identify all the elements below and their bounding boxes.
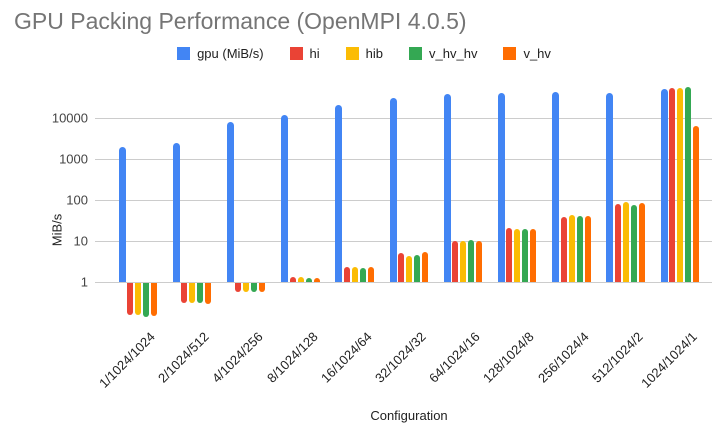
y-tick-label: 100 — [66, 192, 88, 208]
bar-v-hv-hv-128-1024-8[interactable] — [522, 228, 529, 282]
bar-hib-1024-1024-1[interactable] — [677, 87, 683, 282]
bar-hi-1-1024-1024[interactable] — [127, 283, 133, 315]
bar-hi-64-1024-16[interactable] — [452, 241, 459, 282]
bar-hib-64-1024-16[interactable] — [460, 241, 467, 282]
gridline — [95, 200, 712, 201]
bar-hi-32-1024-32[interactable] — [398, 252, 404, 282]
bar-v-hv-hv-1024-1024-1[interactable] — [685, 87, 691, 282]
legend-item-v-hv: v_hv — [503, 45, 551, 61]
bar-v-hv-512-1024-2[interactable] — [638, 203, 645, 282]
bar-hib-1-1024-1024[interactable] — [135, 283, 141, 315]
bar-v-hv-hv-8-1024-128[interactable] — [305, 278, 312, 282]
x-tick-label: 16/1024/64 — [317, 329, 375, 386]
legend-label: hib — [365, 45, 384, 61]
legend: gpu (MiB/s) hi hib v_hv_hv v_hv — [0, 45, 728, 61]
bar-v-hv-hv-512-1024-2[interactable] — [630, 204, 637, 282]
bar-hib-128-1024-8[interactable] — [514, 228, 521, 282]
x-tick-label: 8/1024/128 — [263, 329, 321, 386]
bar-hib-4-1024-256[interactable] — [243, 283, 250, 293]
x-tick-label: 512/1024/2 — [588, 329, 646, 386]
y-tick-label: 10000 — [51, 110, 88, 126]
legend-label: v_hv — [523, 45, 551, 61]
legend-label: v_hv_hv — [429, 45, 478, 61]
bar-gpu-mib-s--64-1024-16[interactable] — [443, 93, 451, 282]
legend-item-hi: hi — [289, 45, 320, 61]
bar-hi-4-1024-256[interactable] — [235, 283, 242, 293]
bar-gpu-mib-s--512-1024-2[interactable] — [606, 92, 614, 282]
bar-v-hv-16-1024-64[interactable] — [367, 267, 374, 282]
bar-hi-2-1024-512[interactable] — [181, 283, 188, 303]
bar-v-hv-hv-32-1024-32[interactable] — [414, 255, 420, 282]
bar-hi-8-1024-128[interactable] — [289, 277, 296, 282]
y-tick-label: 1000 — [59, 151, 88, 167]
y-tick-label: 1 — [80, 274, 88, 290]
x-tick-label: 1024/1024/1 — [637, 329, 700, 391]
legend-item-hib: hib — [345, 45, 384, 61]
y-tick-label: 10 — [73, 233, 88, 249]
legend-item-gpu-mib-s-: gpu (MiB/s) — [177, 45, 264, 61]
bar-hib-512-1024-2[interactable] — [622, 202, 629, 282]
x-tick-label: 4/1024/256 — [209, 329, 267, 386]
bar-v-hv-hv-256-1024-4[interactable] — [576, 215, 583, 282]
bar-hib-32-1024-32[interactable] — [406, 255, 412, 282]
legend-item-v-hv-hv: v_hv_hv — [409, 46, 477, 61]
gridline — [95, 118, 712, 119]
gridline — [95, 159, 712, 160]
x-tick-label: 256/1024/4 — [534, 329, 592, 386]
x-tick-label: 1/1024/1024 — [95, 329, 158, 391]
bar-v-hv-4-1024-256[interactable] — [259, 283, 266, 293]
bar-hi-256-1024-4[interactable] — [560, 217, 567, 282]
bar-v-hv-hv-64-1024-16[interactable] — [468, 240, 475, 282]
bar-gpu-mib-s--4-1024-256[interactable] — [226, 122, 234, 282]
bar-v-hv-128-1024-8[interactable] — [530, 228, 537, 282]
bar-gpu-mib-s--1-1024-1024[interactable] — [118, 146, 126, 282]
legend-swatch — [177, 46, 191, 60]
bar-v-hv-1024-1024-1[interactable] — [693, 125, 699, 282]
bar-gpu-mib-s--8-1024-128[interactable] — [281, 114, 289, 282]
x-tick-label: 2/1024/512 — [155, 329, 212, 386]
bar-hib-8-1024-128[interactable] — [297, 277, 304, 282]
x-axis-title: Configuration — [370, 408, 448, 423]
bar-gpu-mib-s--1024-1024-1[interactable] — [660, 88, 668, 282]
bar-gpu-mib-s--256-1024-4[interactable] — [552, 91, 560, 282]
bar-v-hv-1-1024-1024[interactable] — [151, 283, 157, 316]
gridline — [95, 282, 712, 283]
chart-title: GPU Packing Performance (OpenMPI 4.0.5) — [14, 8, 467, 34]
legend-label: gpu (MiB/s) — [197, 45, 264, 61]
bar-gpu-mib-s--128-1024-8[interactable] — [497, 92, 505, 282]
bar-hib-16-1024-64[interactable] — [351, 267, 358, 282]
bar-v-hv-64-1024-16[interactable] — [476, 241, 483, 282]
bar-v-hv-hv-4-1024-256[interactable] — [251, 283, 258, 292]
bar-hib-2-1024-512[interactable] — [189, 283, 196, 304]
legend-swatch — [289, 46, 303, 60]
bar-v-hv-8-1024-128[interactable] — [313, 278, 320, 282]
bar-hi-1024-1024-1[interactable] — [669, 87, 675, 282]
bar-v-hv-hv-1-1024-1024[interactable] — [143, 283, 149, 317]
bar-gpu-mib-s--2-1024-512[interactable] — [172, 142, 180, 282]
gridline — [95, 241, 712, 242]
bar-v-hv-hv-16-1024-64[interactable] — [359, 267, 366, 282]
bar-hib-256-1024-4[interactable] — [568, 215, 575, 282]
bar-v-hv-32-1024-32[interactable] — [422, 252, 428, 282]
bar-hi-16-1024-64[interactable] — [343, 267, 350, 282]
x-tick-label: 64/1024/16 — [426, 329, 483, 386]
legend-swatch — [345, 46, 359, 60]
bar-v-hv-256-1024-4[interactable] — [584, 215, 591, 282]
bar-hi-128-1024-8[interactable] — [506, 227, 513, 282]
x-tick-label: 32/1024/32 — [371, 329, 429, 386]
legend-swatch — [503, 46, 517, 60]
legend-swatch — [409, 46, 423, 60]
bar-v-hv-2-1024-512[interactable] — [205, 283, 212, 304]
bar-gpu-mib-s--16-1024-64[interactable] — [335, 104, 343, 282]
legend-label: hi — [309, 45, 320, 61]
bar-v-hv-hv-2-1024-512[interactable] — [197, 283, 204, 303]
bar-gpu-mib-s--32-1024-32[interactable] — [389, 98, 397, 282]
bar-hi-512-1024-2[interactable] — [614, 203, 621, 282]
x-tick-label: 128/1024/8 — [480, 329, 538, 386]
